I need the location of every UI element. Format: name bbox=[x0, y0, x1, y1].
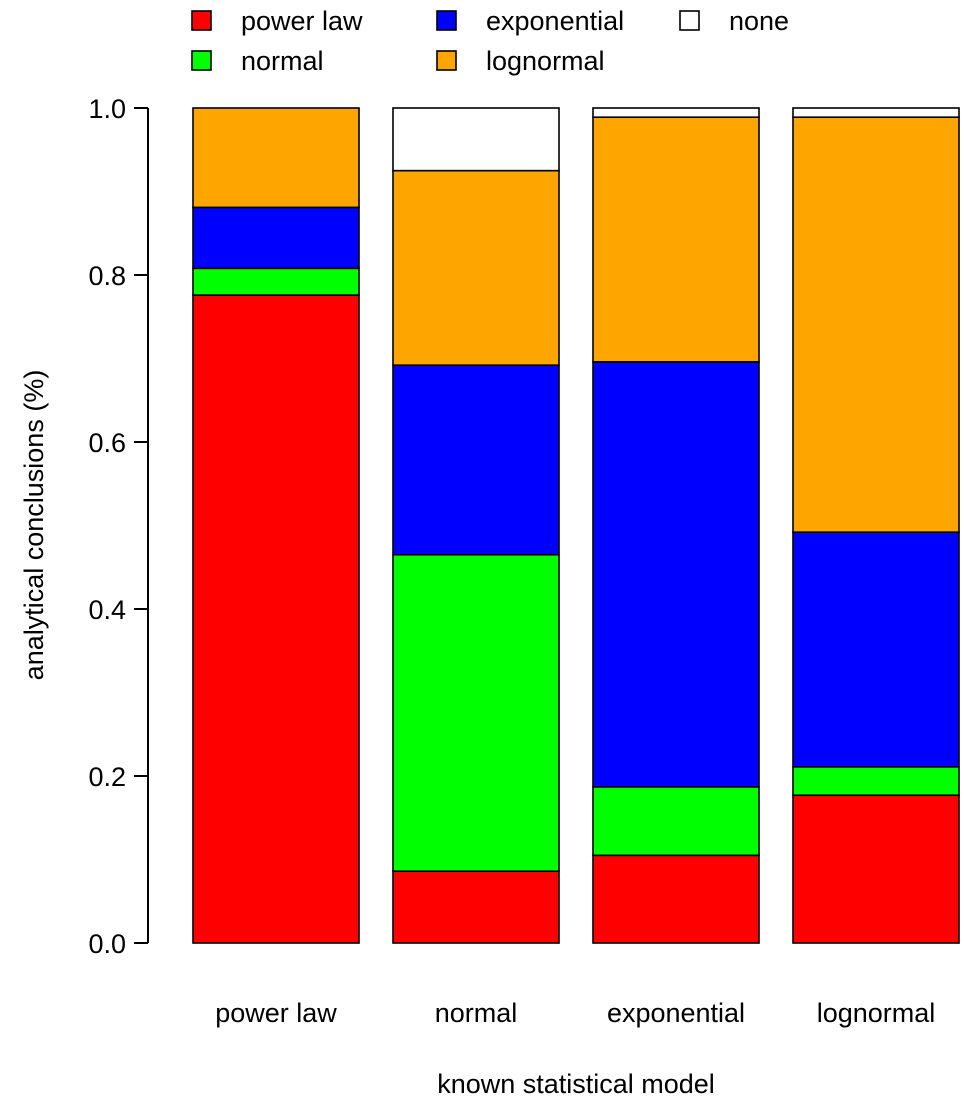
x-tick-label: exponential bbox=[607, 998, 745, 1028]
bar-segment bbox=[392, 553, 560, 872]
legend-label: exponential bbox=[486, 6, 624, 36]
bar-segment bbox=[392, 107, 560, 172]
bars bbox=[192, 107, 960, 944]
bar-stack bbox=[792, 107, 960, 944]
bar-segment bbox=[392, 364, 560, 556]
y-tick-label: 0.8 bbox=[88, 261, 126, 291]
bar-segment bbox=[192, 206, 360, 270]
bar-segment bbox=[792, 794, 960, 944]
bar-segment bbox=[192, 294, 360, 944]
bar-segment bbox=[392, 870, 560, 944]
bar-segment bbox=[592, 854, 760, 944]
legend-label: none bbox=[729, 6, 789, 36]
y-tick-label: 0.0 bbox=[88, 929, 126, 959]
x-tick-label: power law bbox=[215, 998, 337, 1028]
x-tick-labels: power law normal exponential lognormal bbox=[215, 998, 935, 1028]
legend-swatch bbox=[191, 10, 212, 31]
bar-segment bbox=[192, 267, 360, 296]
bar-segment bbox=[592, 361, 760, 788]
bar-segment bbox=[792, 766, 960, 797]
legend: power law exponential none normal lognormal bbox=[191, 6, 789, 76]
legend-label: power law bbox=[241, 6, 363, 36]
legend-swatch bbox=[679, 10, 700, 31]
bar-segment bbox=[592, 786, 760, 857]
plot-area bbox=[192, 107, 960, 944]
x-axis: power law normal exponential lognormal bbox=[215, 998, 935, 1028]
legend-item: lognormal bbox=[436, 46, 605, 76]
bar-segment bbox=[792, 531, 960, 768]
y-axis-title: analytical conclusions (%) bbox=[19, 370, 49, 681]
bar-segment bbox=[392, 169, 560, 366]
bar-segment bbox=[792, 116, 960, 533]
bar-stack bbox=[592, 107, 760, 944]
bar-segment bbox=[192, 107, 360, 209]
bar-segment bbox=[592, 107, 760, 118]
y-ticks: 0.0 0.2 0.4 0.6 0.8 1.0 bbox=[88, 94, 148, 959]
y-tick-label: 0.6 bbox=[88, 428, 126, 458]
bar-stack bbox=[392, 107, 560, 944]
legend-item: exponential bbox=[436, 6, 624, 36]
bar-segment bbox=[792, 107, 960, 118]
legend-item: none bbox=[679, 6, 789, 36]
y-tick-label: 0.2 bbox=[88, 762, 126, 792]
bar-stack bbox=[192, 107, 360, 944]
legend-item: normal bbox=[191, 46, 324, 76]
y-tick-label: 0.4 bbox=[88, 595, 126, 625]
legend-label: normal bbox=[241, 46, 324, 76]
legend-item: power law bbox=[191, 6, 363, 36]
bar-segment bbox=[592, 116, 760, 363]
legend-swatch bbox=[436, 50, 457, 71]
x-tick-label: lognormal bbox=[817, 998, 936, 1028]
x-axis-title: known statistical model bbox=[437, 1069, 715, 1099]
x-tick-label: normal bbox=[435, 998, 518, 1028]
y-axis: 0.0 0.2 0.4 0.6 0.8 1.0 bbox=[88, 94, 149, 959]
legend-label: lognormal bbox=[486, 46, 605, 76]
legend-swatch bbox=[436, 10, 457, 31]
y-tick-label: 1.0 bbox=[88, 94, 126, 124]
legend-swatch bbox=[191, 50, 212, 71]
